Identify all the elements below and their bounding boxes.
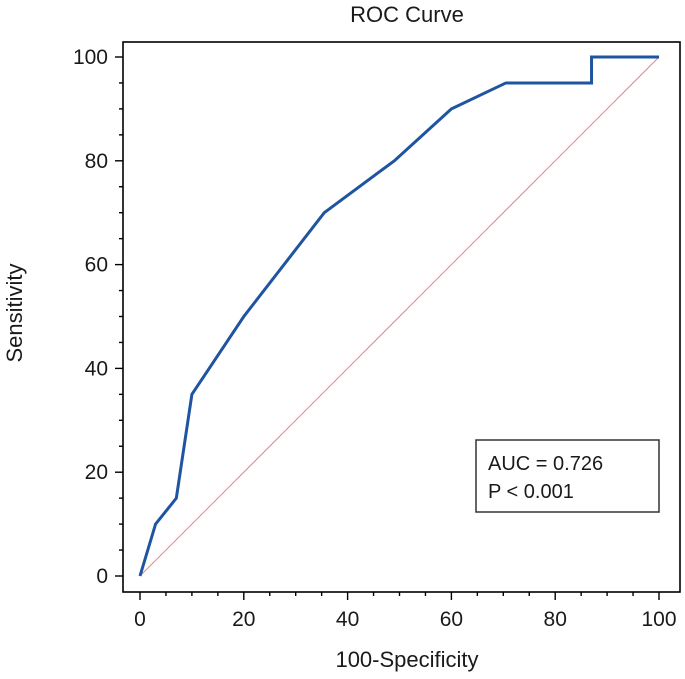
- x-tick-label: 80: [544, 608, 567, 631]
- roc-curve-line: [138, 55, 659, 577]
- x-tick-label: 0: [134, 608, 146, 631]
- y-tick-label: 60: [85, 254, 108, 277]
- y-tick-label: 20: [85, 461, 108, 484]
- y-tick-label: 40: [85, 357, 108, 380]
- x-tick-labels: 0 20 40 60 80 100: [134, 608, 676, 631]
- reference-diagonal: [139, 56, 660, 577]
- reference-line-group: [139, 56, 660, 577]
- x-tick-label: 20: [232, 608, 255, 631]
- y-tick-labels: 0 20 40 60 80 100: [73, 46, 108, 588]
- y-tick-label: 80: [85, 150, 108, 173]
- series-group: [138, 55, 659, 577]
- x-tick-label: 60: [440, 608, 463, 631]
- y-tick-label: 0: [96, 565, 108, 588]
- annotation-frame: [475, 439, 660, 513]
- x-tick-label: 40: [336, 608, 359, 631]
- x-tick-label: 100: [641, 608, 676, 631]
- y-tick-label: 100: [73, 46, 108, 69]
- plot-frame: [122, 41, 681, 593]
- p-value-label: P < 0.001: [488, 481, 574, 503]
- y-axis-title: Sensitivity: [2, 263, 27, 362]
- x-axis-title: 100-Specificity: [335, 647, 478, 672]
- chart-title: ROC Curve: [350, 2, 464, 27]
- annotation-box: AUC = 0.726 P < 0.001: [475, 439, 660, 513]
- auc-label: AUC = 0.726: [488, 453, 603, 475]
